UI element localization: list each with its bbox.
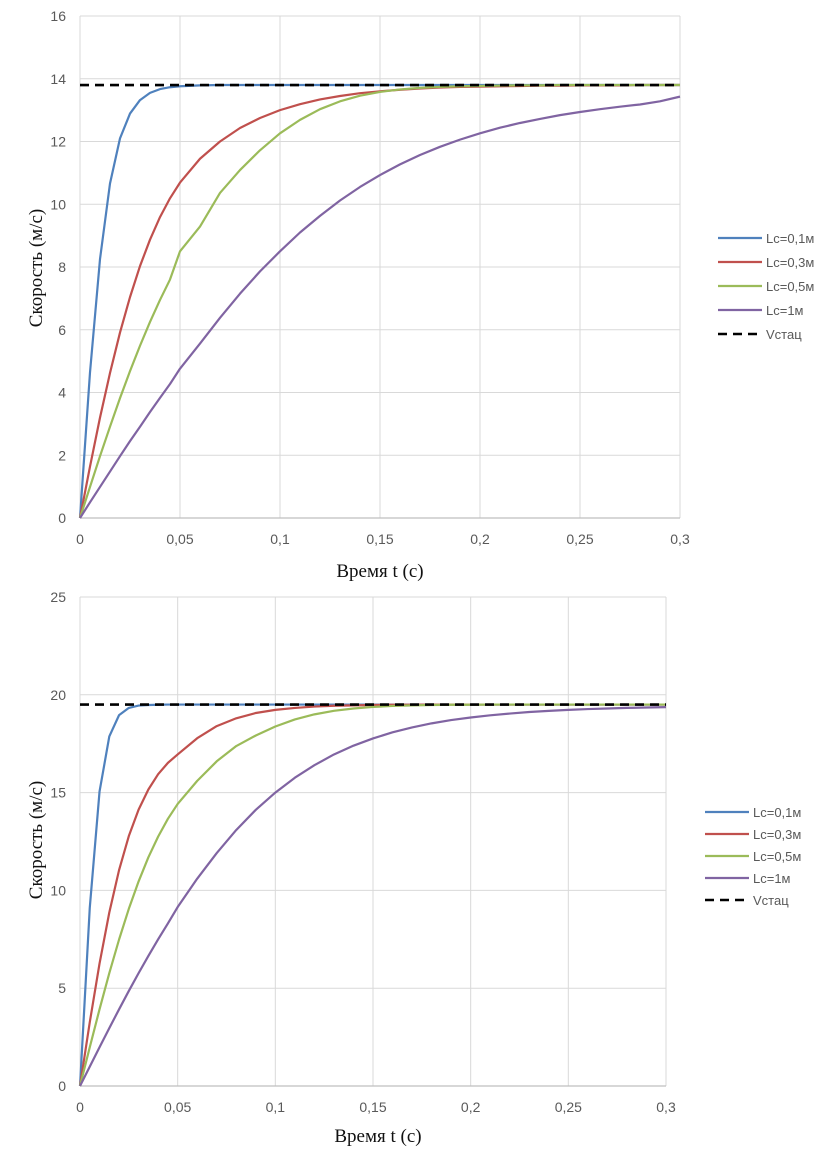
- x-tick-label: 0,3: [670, 531, 690, 547]
- legend-label: Lc=0,1м: [753, 805, 801, 820]
- y-tick-label: 0: [58, 510, 66, 526]
- y-tick-label: 14: [50, 71, 66, 87]
- legend: Lc=0,1м Lc=0,3м Lc=0,5м Lc=1м Vстац: [718, 231, 814, 342]
- legend-label: Lc=0,3м: [766, 255, 814, 270]
- legend-label: Vстац: [766, 327, 802, 342]
- y-tick-label: 0: [58, 1078, 66, 1094]
- x-tick-label: 0,15: [359, 1099, 386, 1115]
- x-axis-title: Время t (с): [336, 561, 423, 582]
- x-tick-label: 0: [76, 1099, 84, 1115]
- x-tick-label: 0,05: [166, 531, 193, 547]
- x-tick-label: 0,15: [366, 531, 393, 547]
- y-tick-label: 2: [58, 447, 66, 463]
- legend-label: Lc=0,5м: [766, 279, 814, 294]
- x-tick-label: 0,2: [470, 531, 490, 547]
- x-tick-label: 0,05: [164, 1099, 191, 1115]
- y-tick-label: 25: [50, 589, 66, 605]
- y-tick-label: 20: [50, 687, 66, 703]
- legend-label: Lc=0,1м: [766, 231, 814, 246]
- chart-top-svg: 0 2 4 6 8 10 12 14 16 0 0,05 0,1 0,15 0,2 0,25 0,3 Врем…: [26, 8, 814, 582]
- y-axis-title: Скорость (м/с): [26, 781, 47, 899]
- legend-label: Lc=1м: [766, 303, 804, 318]
- ticks-layer: 0 2 4 6 8 10 12 14 16 0 0,05 0,1 0,15 0,2 0,25 0,3: [50, 8, 690, 547]
- series-layer: [78, 703, 667, 1087]
- chart-top: 0 2 4 6 8 10 12 14 16 0 0,05 0,1 0,15 0,2 0,25 0,3 Врем…: [26, 8, 814, 582]
- legend-label: Lc=1м: [753, 871, 791, 886]
- y-tick-label: 12: [50, 134, 66, 150]
- grid-layer: [79, 15, 681, 519]
- legend-label: Lc=0,3м: [753, 827, 801, 842]
- legend-label: Vстац: [753, 893, 789, 908]
- grid-layer: [79, 596, 667, 1087]
- x-axis-title: Время t (с): [334, 1126, 421, 1147]
- x-tick-label: 0,1: [270, 531, 290, 547]
- x-tick-label: 0,3: [656, 1099, 676, 1115]
- y-tick-label: 8: [58, 259, 66, 275]
- chart-bottom: 0 5 10 15 20 25 0 0,05 0,1 0,15 0,2 0,25 0,3 Время t…: [0, 582, 830, 1163]
- x-tick-label: 0: [76, 531, 84, 547]
- y-tick-label: 4: [58, 385, 66, 401]
- y-tick-label: 5: [58, 980, 66, 996]
- series-layer: [78, 83, 681, 519]
- y-tick-label: 15: [50, 785, 66, 801]
- y-tick-label: 10: [50, 196, 66, 212]
- y-axis-title: Скорость (м/с): [26, 209, 47, 327]
- chart-bottom-svg: 0 5 10 15 20 25 0 0,05 0,1 0,15 0,2 0,25 0,3 Время t…: [26, 589, 801, 1147]
- series-line-3: [79, 95, 681, 519]
- legend: Lc=0,1м Lc=0,3м Lc=0,5м Lc=1м Vстац: [705, 805, 801, 908]
- y-tick-label: 6: [58, 322, 66, 338]
- series-line-3: [79, 706, 667, 1087]
- x-tick-label: 0,1: [266, 1099, 286, 1115]
- ticks-layer: 0 5 10 15 20 25 0 0,05 0,1 0,15 0,2 0,25 0,3: [50, 589, 676, 1115]
- x-tick-label: 0,2: [461, 1099, 481, 1115]
- y-tick-label: 16: [50, 8, 66, 24]
- x-tick-label: 0,25: [566, 531, 593, 547]
- x-tick-label: 0,25: [555, 1099, 582, 1115]
- legend-label: Lc=0,5м: [753, 849, 801, 864]
- y-tick-label: 10: [50, 882, 66, 898]
